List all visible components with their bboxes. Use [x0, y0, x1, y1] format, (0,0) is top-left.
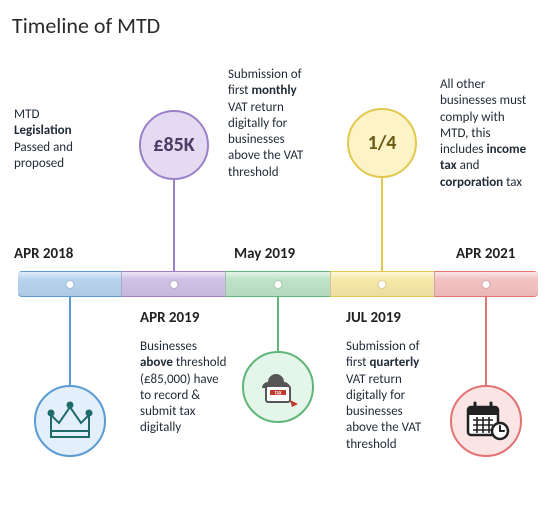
icon-calendar	[450, 385, 522, 457]
timeline-canvas: MTDLegislationPassed andproposed £85K Su…	[12, 47, 544, 512]
date-apr2018: APR 2018	[14, 245, 73, 263]
icon-tax: TAX	[242, 351, 314, 423]
icon-crown	[34, 385, 106, 457]
connector-apr2019-up	[173, 179, 175, 271]
dot	[275, 281, 282, 288]
connector-apr2021-down	[485, 297, 487, 387]
segment-may2019	[225, 271, 329, 297]
page-title: Timeline of MTD	[12, 12, 544, 39]
segment-apr2018	[18, 271, 121, 297]
date-jul2019: JUL 2019	[346, 309, 401, 327]
segment-apr2021	[434, 271, 538, 297]
bubble-85k: £85K	[139, 110, 209, 180]
desc-apr2019: Businessesabove threshold(£85,000) havet…	[140, 339, 240, 437]
dot	[379, 281, 386, 288]
date-apr2019: APR 2019	[140, 309, 199, 327]
desc-apr2021: All otherbusinesses mustcomply withMTD, …	[440, 77, 550, 191]
dot	[170, 281, 177, 288]
connector-jul2019-up	[381, 177, 383, 271]
dot	[483, 281, 490, 288]
bubble-quarter: 1/4	[347, 108, 417, 178]
calendar-clock-icon	[462, 399, 510, 443]
desc-apr2018: MTDLegislationPassed andproposed	[14, 107, 114, 172]
date-may2019: May 2019	[234, 245, 295, 263]
segment-apr2019	[121, 271, 225, 297]
connector-may2019-down	[277, 297, 279, 353]
svg-text:TAX: TAX	[274, 392, 282, 397]
tax-cloud-icon: TAX	[254, 366, 302, 408]
segment-jul2019	[330, 271, 434, 297]
date-apr2021: APR 2021	[456, 245, 515, 263]
crown-icon	[47, 401, 93, 441]
dot	[66, 281, 73, 288]
timeline-bar	[18, 271, 538, 297]
desc-jul2019: Submission offirst quarterlyVAT returndi…	[346, 339, 446, 453]
desc-may2019: Submission offirst monthlyVAT returndigi…	[228, 67, 328, 181]
connector-apr2018-down	[69, 297, 71, 387]
